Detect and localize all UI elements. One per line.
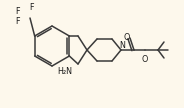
Text: O: O — [142, 56, 148, 64]
Text: F: F — [16, 6, 20, 16]
Text: O: O — [124, 33, 130, 41]
Text: F: F — [30, 2, 34, 11]
Text: F: F — [15, 17, 19, 25]
Text: H₂N: H₂N — [57, 68, 72, 76]
Text: N: N — [119, 41, 125, 51]
